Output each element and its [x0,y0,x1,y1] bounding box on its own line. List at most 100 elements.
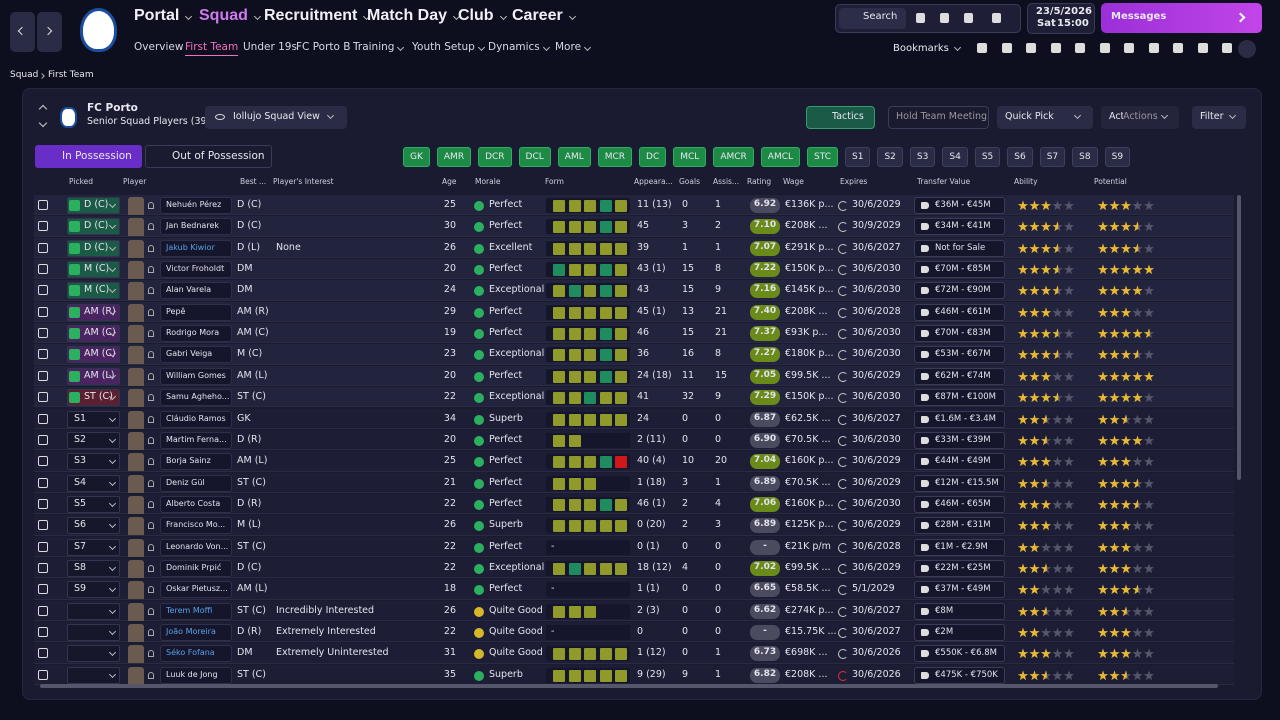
picked-box[interactable] [67,197,120,214]
player-name[interactable]: Terem Moffi [166,605,213,615]
player-name[interactable]: Samu Agheho... [166,392,230,402]
meeting-button[interactable] [888,106,989,129]
position-button[interactable]: AMCR [713,147,754,167]
checkbox[interactable] [38,370,48,381]
name-box[interactable] [160,303,232,321]
position-button[interactable]: DC [639,147,667,167]
column-header[interactable]: Ability [1014,177,1038,186]
picked-box[interactable] [67,581,120,599]
position-button[interactable]: S9 [1104,147,1131,167]
name-box[interactable] [160,453,232,471]
picked-box[interactable] [67,624,120,641]
checkbox[interactable] [38,669,48,680]
checkbox[interactable] [38,328,48,339]
player-name[interactable]: Nehuén Pérez [166,200,222,209]
messages-button[interactable] [1101,3,1262,33]
name-box[interactable] [160,239,232,257]
name-box[interactable] [160,624,232,641]
name-box[interactable] [160,197,232,214]
position-button[interactable]: GK [403,147,430,167]
name-box[interactable] [160,581,232,599]
submenu-item[interactable]: More [555,41,582,53]
checkbox[interactable] [38,520,48,531]
checkbox[interactable] [38,306,48,317]
position-button[interactable]: STC [807,147,838,167]
column-header[interactable]: Goals [679,177,700,186]
checkbox[interactable] [38,434,48,445]
shortcut-icon[interactable] [1173,43,1183,53]
position-button[interactable]: S6 [1007,147,1033,167]
player-name[interactable]: Leonardo Von... [166,541,229,551]
position-button[interactable]: DCR [478,147,512,167]
player-name[interactable]: Séko Fofana [166,648,215,658]
player-name[interactable]: Martim Ferna... [166,434,227,444]
column-header[interactable]: Picked [69,177,94,186]
back-button[interactable] [10,12,35,52]
view-dropdown[interactable] [205,106,347,129]
player-name[interactable]: Pepê [166,306,186,316]
checkbox[interactable] [38,541,48,552]
player-name[interactable]: Jan Bednarek [166,221,220,231]
submenu-item[interactable]: Training [353,41,395,53]
picked-box[interactable] [67,261,120,279]
position-button[interactable]: DCL [518,147,551,167]
name-box[interactable] [160,495,232,513]
position-button[interactable]: MCR [597,147,633,167]
tab[interactable] [145,145,272,168]
checkbox[interactable] [38,477,48,488]
shortcut-icon[interactable] [1222,43,1232,53]
shortcut-icon[interactable] [1050,43,1061,53]
position-button[interactable]: S8 [1072,147,1098,167]
player-name[interactable]: Alan Varela [166,285,212,295]
name-box[interactable] [160,282,232,300]
checkbox[interactable] [38,456,48,467]
checkbox[interactable] [38,285,48,296]
column-header[interactable]: Rating [747,177,772,186]
name-box[interactable] [160,261,232,279]
checkbox[interactable] [38,562,48,573]
position-button[interactable]: S3 [909,147,936,167]
picked-box[interactable] [67,602,120,620]
column-header[interactable]: Expires [840,177,868,186]
menu-item[interactable]: Club [458,7,494,24]
submenu-item[interactable]: Under 19s [243,41,297,53]
submenu-item[interactable]: First Team [185,41,239,56]
submenu-item[interactable]: Dynamics [488,41,540,53]
shortcut-icon[interactable] [1124,43,1134,53]
player-name[interactable]: Francisco Mo... [166,520,226,530]
quick-pick-button[interactable] [997,106,1093,129]
submenu-item[interactable]: Overview [134,41,184,53]
checkbox[interactable] [38,200,48,210]
picked-box[interactable] [67,495,120,513]
checkbox[interactable] [38,648,48,659]
column-header[interactable]: Assis... [713,177,740,186]
picked-box[interactable] [67,474,120,492]
picked-box[interactable] [67,410,120,428]
position-button[interactable]: AMCL [760,147,801,167]
position-button[interactable]: S5 [974,147,1001,167]
player-name[interactable]: Cláudio Ramos [166,413,226,423]
checkbox[interactable] [38,264,48,275]
column-header[interactable]: Transfer Value [917,177,971,186]
name-box[interactable] [160,559,232,577]
column-header[interactable]: Age [442,177,457,186]
name-box[interactable] [160,367,232,385]
checkbox[interactable] [38,498,48,509]
submenu-item[interactable]: FC Porto B [296,41,351,53]
player-name[interactable]: Luuk de Jong [166,669,218,679]
shortcut-icon[interactable] [1001,43,1012,53]
toolbar-icon[interactable] [916,13,925,23]
checkbox[interactable] [38,349,48,360]
menu-item[interactable]: Portal [134,7,180,24]
player-name[interactable]: William Gomes [166,370,226,380]
shortcut-icon[interactable] [977,43,987,53]
column-header[interactable]: Player [123,177,147,186]
picked-box[interactable] [67,538,120,556]
toolbar-icon[interactable] [964,13,973,23]
position-button[interactable]: S2 [877,147,903,167]
toolbar-icon[interactable] [940,13,949,23]
breadcrumb-1[interactable]: Squad [10,70,39,80]
name-box[interactable] [160,431,232,449]
position-button[interactable]: MCL [673,147,707,167]
shortcut-icon[interactable] [1197,43,1208,53]
